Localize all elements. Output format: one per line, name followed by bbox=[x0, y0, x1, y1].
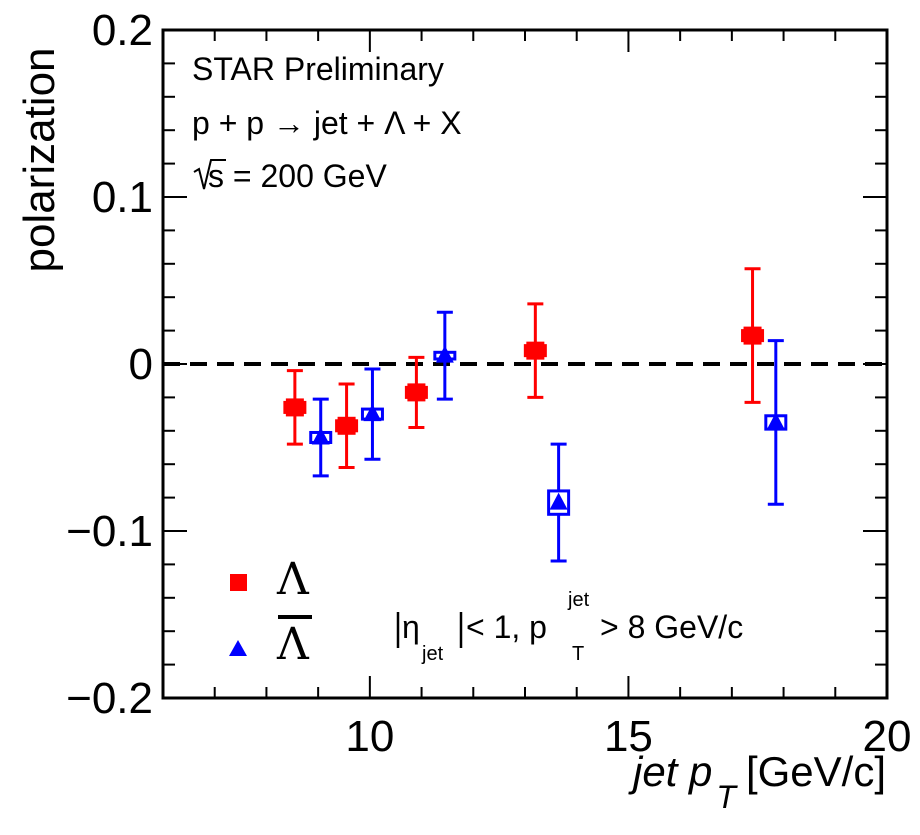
cut-eta: η bbox=[402, 609, 420, 645]
cut-pt-sup: jet bbox=[567, 589, 590, 611]
y-axis-label: polarization bbox=[15, 47, 64, 272]
y-tick-label: −0.1 bbox=[66, 507, 153, 556]
legend-label-lambda: Λ bbox=[276, 554, 310, 605]
svg-text:jet pT[GeV/c]: jet pT[GeV/c] bbox=[628, 748, 886, 815]
data-point-lambda bbox=[407, 383, 426, 402]
x-tick-label: 15 bbox=[604, 712, 653, 761]
legend-marker-antilambda bbox=[229, 640, 247, 656]
kinematic-cut-label: η jet < 1, p jet T > 8 GeV/c bbox=[396, 589, 743, 665]
cut-eta-rest: < 1, p bbox=[466, 609, 547, 645]
svg-text:s = 200 GeV: s = 200 GeV bbox=[208, 158, 387, 194]
cut-pt-sub: T bbox=[572, 643, 584, 665]
cut-pt-rest: > 8 GeV/c bbox=[600, 609, 743, 645]
legend-label-antilambda: Λ bbox=[276, 619, 310, 670]
energy-sqrt-arg: s bbox=[208, 158, 224, 194]
x-tick-label: 10 bbox=[345, 712, 394, 761]
data-point-antilambda bbox=[766, 412, 785, 430]
reaction-label: p + p → jet + Λ + X bbox=[192, 105, 462, 141]
y-tick-label: 0.2 bbox=[92, 6, 153, 55]
y-tick-label: 0.1 bbox=[92, 173, 153, 222]
data-point-antilambda bbox=[311, 427, 330, 445]
x-axis-label-sub: T bbox=[716, 779, 738, 815]
x-tick-label: 20 bbox=[863, 712, 912, 761]
y-tick-label: −0.2 bbox=[66, 674, 153, 723]
y-tick-label: 0 bbox=[129, 340, 153, 389]
data-point-antilambda bbox=[435, 345, 454, 363]
data-point-lambda bbox=[337, 416, 356, 435]
energy-value: = 200 GeV bbox=[224, 158, 387, 194]
experiment-label: STAR Preliminary bbox=[192, 51, 444, 87]
axis-tick-labels: 10 15 20 0.2 0.1 0 −0.1 −0.2 bbox=[66, 6, 911, 761]
legend: Λ Λ bbox=[229, 554, 312, 670]
data-point-lambda bbox=[743, 326, 762, 345]
x-axis-label: jet pT[GeV/c] bbox=[628, 748, 886, 815]
cut-eta-sub: jet bbox=[421, 643, 444, 665]
data-point-antilambda bbox=[549, 492, 568, 510]
markers-layer bbox=[283, 326, 788, 516]
x-axis-label-var: jet p bbox=[628, 748, 712, 795]
axis-ticks bbox=[162, 29, 888, 699]
legend-marker-lambda bbox=[230, 574, 247, 591]
energy-label: s = 200 GeV bbox=[193, 158, 387, 194]
data-point-lambda bbox=[526, 341, 545, 360]
data-point-lambda bbox=[285, 398, 304, 417]
sqrt-sign bbox=[193, 159, 226, 190]
x-axis-label-unit: [GeV/c] bbox=[746, 748, 886, 795]
data-point-antilambda bbox=[363, 404, 382, 422]
